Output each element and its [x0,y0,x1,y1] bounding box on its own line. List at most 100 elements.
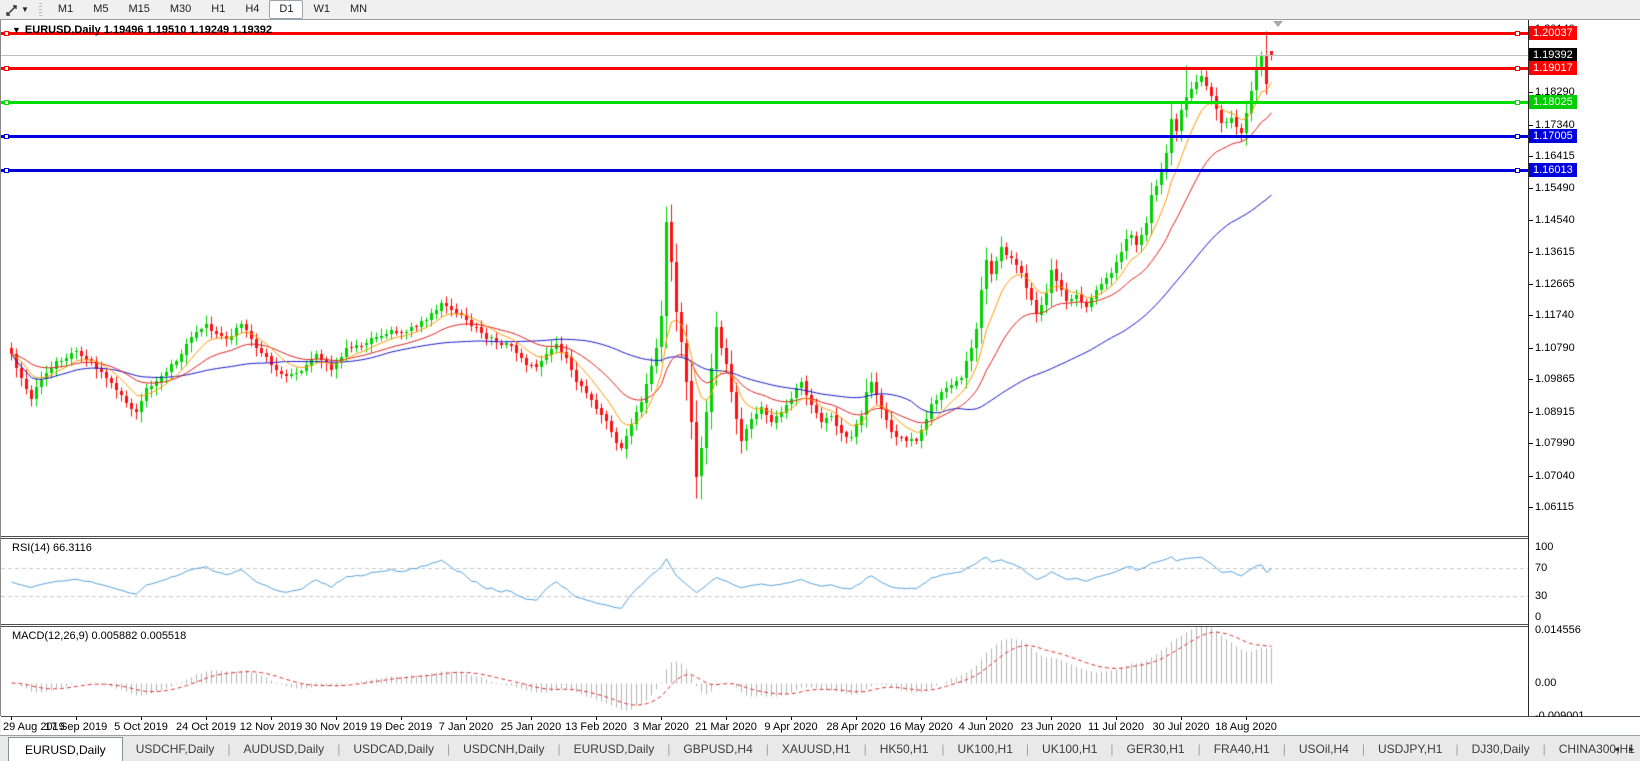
chart-shift-marker-icon[interactable] [1273,21,1283,27]
date-tick [11,717,12,720]
bid-price-line [1,55,1528,56]
symbol-tab-XAUUSD-H1[interactable]: XAUUSD,H1 [781,742,851,756]
date-tick [401,717,402,720]
symbol-tab-DJ30-Daily[interactable]: DJ30,Daily [1471,742,1530,756]
cursor-tool-dropdown-icon[interactable]: ▼ [21,5,29,14]
date-label: 4 Jun 2020 [958,721,1014,733]
tab-separator: | [1282,742,1286,756]
symbol-tab-FRA40-H1[interactable]: FRA40,H1 [1213,742,1270,756]
tab-separator: | [667,742,671,756]
date-label: 16 May 2020 [889,721,953,733]
date-tick [336,717,337,720]
price-tick [1529,412,1533,413]
price-tick [1529,125,1533,126]
price-tick-label: 1.15490 [1535,182,1575,194]
symbol-tab-GER30-H1[interactable]: GER30,H1 [1126,742,1185,756]
line-anchor-handle[interactable] [1515,66,1520,71]
horizontal-line-1.18025[interactable] [1,100,1528,105]
rsi-axis-label: 30 [1535,590,1548,602]
symbol-tab-HK50-H1[interactable]: HK50,H1 [879,742,929,756]
chart-title-text: EURUSD,Daily 1.19496 1.19510 1.19249 1.1… [24,24,272,36]
line-anchor-handle[interactable] [1515,134,1520,139]
date-tick [791,717,792,720]
toolbar-drag-handle[interactable] [38,2,42,17]
rsi-axis-label: 70 [1535,562,1548,574]
horizontal-line-1.20037[interactable] [1,31,1528,36]
timeframe-button-W1[interactable]: W1 [313,3,330,15]
date-label: 5 Oct 2019 [114,721,168,733]
timeframe-button-MN[interactable]: MN [349,3,368,15]
symbol-tab-UK100-H1[interactable]: UK100,H1 [1042,742,1098,756]
symbol-tab-EURUSD-Daily[interactable]: EURUSD,Daily [8,737,123,761]
horizontal-line-1.17005[interactable] [1,134,1528,139]
timeframe-button-M30[interactable]: M30 [169,3,192,15]
line-anchor-handle[interactable] [1515,168,1520,173]
symbol-tab-USDCHF-Daily[interactable]: USDCHF,Daily [135,742,215,756]
price-line-label: 1.19017 [1529,61,1577,75]
panel-separator[interactable] [1,624,1640,627]
symbol-tab-EURUSD-Daily[interactable]: EURUSD,Daily [573,742,655,756]
price-tick [1529,92,1533,93]
symbol-tab-AUDUSD-Daily[interactable]: AUDUSD,Daily [243,742,325,756]
date-tick [661,717,662,720]
symbol-tab-CHINA300-H1[interactable]: CHINA300,H1 [1558,742,1635,756]
date-tick [596,717,597,720]
timeframe-toolbar: ▼ M1 M5 M15 M30 H1 H4 D1 W1 MN [0,0,1640,20]
chart-area: ▼ EURUSD,Daily 1.19496 1.19510 1.19249 1… [0,20,1640,736]
symbol-tab-UK100-H1[interactable]: UK100,H1 [957,742,1013,756]
rsi-label: RSI(14) 66.3116 [12,542,92,554]
timeframe-button-M1[interactable]: M1 [57,3,74,15]
date-label: 21 Mar 2020 [695,721,757,733]
price-axis[interactable]: 1.201401.182901.173401.164151.154901.145… [1529,20,1640,722]
timeframe-button-D1[interactable]: D1 [269,0,304,19]
line-anchor-handle[interactable] [1515,100,1520,105]
date-label: 9 Apr 2020 [764,721,818,733]
tab-separator: | [765,742,769,756]
horizontal-line-1.19017[interactable] [1,66,1528,71]
price-tick-label: 1.14540 [1535,214,1575,226]
symbol-tab-USOil-H4[interactable]: USOil,H4 [1298,742,1349,756]
tab-separator: | [1197,742,1201,756]
line-anchor-handle[interactable] [1515,31,1520,36]
date-label: 24 Oct 2019 [176,721,236,733]
panel-separator[interactable] [1,536,1640,539]
line-anchor-handle[interactable] [4,134,9,139]
symbol-tab-USDJPY-H1[interactable]: USDJPY,H1 [1377,742,1443,756]
cursor-tool-icon[interactable] [3,2,21,18]
timeframe-button-H1[interactable]: H1 [211,3,226,15]
price-tick [1529,220,1533,221]
date-label: 7 Jan 2020 [438,721,494,733]
date-axis[interactable]: 29 Aug 2019 17 Sep 2019 5 Oct 2019 24 Oct 2… [1,717,1640,736]
symbol-tab-USDCAD-Daily[interactable]: USDCAD,Daily [353,742,434,756]
line-anchor-handle[interactable] [4,31,9,36]
tabs-scroll-right-icon[interactable]: ▸ [1628,743,1634,755]
price-tick-label: 1.17340 [1535,119,1575,131]
horizontal-line-1.16013[interactable] [1,168,1528,173]
date-tick [531,717,532,720]
timeframe-button-M5[interactable]: M5 [93,3,109,15]
line-anchor-handle[interactable] [4,100,9,105]
price-tick-label: 1.11740 [1535,309,1574,321]
price-tick-label: 1.06115 [1535,501,1574,513]
rsi-indicator-canvas[interactable] [1,539,1528,624]
tab-separator: | [941,742,945,756]
price-tick-label: 1.12665 [1535,278,1575,290]
price-chart-canvas[interactable] [1,20,1528,536]
timeframe-buttons: M1 M5 M15 M30 H1 H4 D1 W1 MN [48,0,377,19]
symbol-tab-bar: EURUSD,Daily USDCHF,Daily | AUDUSD,Daily | US… [0,735,1640,761]
price-tick-label: 1.10790 [1535,342,1575,354]
price-line-label: 1.18025 [1529,95,1577,109]
macd-axis-label: 0.00 [1535,677,1557,689]
line-anchor-handle[interactable] [4,168,9,173]
chart-title: ▼ EURUSD,Daily 1.19496 1.19510 1.19249 1… [12,24,272,36]
macd-label: MACD(12,26,9) 0.005882 0.005518 [12,630,187,642]
date-tick [1181,717,1182,720]
chart-dropdown-icon[interactable]: ▼ [12,25,21,35]
symbol-tab-GBPUSD-H4[interactable]: GBPUSD,H4 [683,742,753,756]
tabs-scroll-left-icon[interactable]: ◂ [1613,743,1619,755]
timeframe-button-M15[interactable]: M15 [128,3,150,15]
macd-indicator-canvas[interactable] [1,627,1528,716]
line-anchor-handle[interactable] [4,66,9,71]
timeframe-button-H4[interactable]: H4 [245,3,260,15]
symbol-tab-USDCNH-Daily[interactable]: USDCNH,Daily [463,742,545,756]
